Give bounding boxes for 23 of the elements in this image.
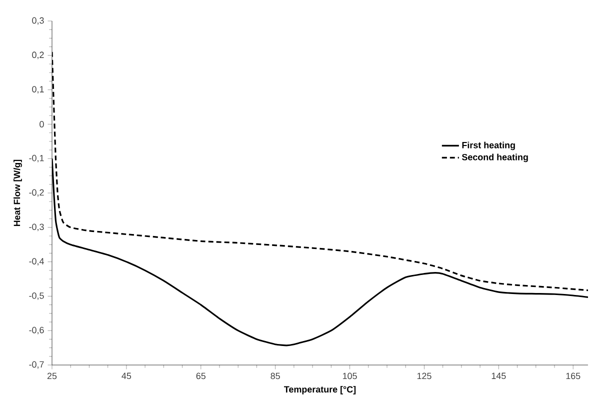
x-tick-label: 45 [122, 372, 132, 380]
x-axis-title: Temperature [°C] [284, 386, 356, 394]
y-tick-label: 0,1 [32, 86, 44, 94]
y-axis-title: Heat Flow [W/g] [14, 160, 22, 226]
legend-label: First heating [462, 142, 515, 150]
x-tick-label: 105 [342, 372, 357, 380]
x-tick-label: 85 [270, 372, 280, 380]
x-tick-label: 25 [47, 372, 57, 380]
x-tick-label: 145 [492, 372, 506, 380]
x-tick-label: 65 [196, 372, 206, 380]
y-tick-label: -0,7 [29, 361, 44, 369]
y-tick-label: 0,3 [32, 17, 44, 25]
x-tick-label: 165 [566, 372, 580, 380]
y-tick-label: -0,2 [29, 189, 44, 197]
y-tick-label: -0,5 [29, 292, 44, 300]
y-tick-label: 0,2 [32, 52, 44, 60]
y-tick-label: 0 [40, 121, 44, 128]
legend-label: Second heating [462, 154, 528, 162]
x-tick-label: 125 [417, 372, 432, 380]
y-tick-label: -0,1 [29, 154, 44, 162]
y-tick-label: -0,3 [29, 224, 44, 232]
y-tick-label: -0,6 [29, 326, 44, 334]
y-tick-label: -0,4 [29, 258, 44, 266]
